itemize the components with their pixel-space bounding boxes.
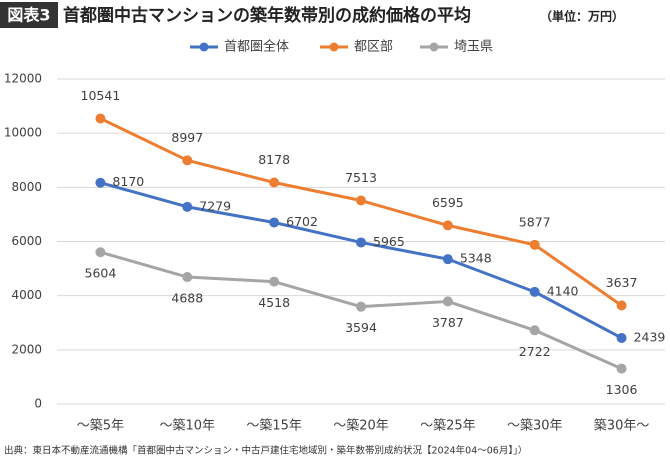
- y-tick-label: 6000: [11, 234, 42, 248]
- data-point: [442, 296, 453, 307]
- data-label: 5348: [460, 251, 492, 266]
- legend-label: 首都圏全体: [224, 39, 289, 55]
- data-point: [616, 363, 627, 374]
- data-point: [269, 217, 280, 228]
- legend-marker: [329, 42, 339, 52]
- data-label: 8997: [171, 130, 203, 145]
- data-point: [442, 220, 453, 231]
- x-tick-label: 築30年～: [594, 419, 650, 434]
- data-label: 2439: [634, 329, 666, 344]
- data-point: [616, 300, 627, 311]
- legend-marker: [429, 42, 439, 52]
- data-point: [182, 155, 193, 166]
- y-tick-label: 0: [34, 397, 42, 411]
- data-point: [529, 239, 540, 250]
- data-point: [529, 325, 540, 336]
- data-point: [442, 254, 453, 265]
- data-point: [269, 177, 280, 188]
- x-tick-label: ～築15年: [246, 419, 302, 434]
- data-point: [95, 113, 106, 124]
- x-tick-label: ～築30年: [507, 419, 563, 434]
- y-tick-label: 4000: [11, 288, 42, 302]
- data-label: 1306: [606, 382, 638, 397]
- x-tick-label: ～築20年: [333, 419, 389, 434]
- data-point: [95, 177, 106, 188]
- badge-bg: [0, 2, 58, 28]
- data-point: [616, 332, 627, 343]
- data-point: [356, 195, 366, 206]
- data-label: 5965: [373, 234, 405, 249]
- data-point: [95, 247, 106, 258]
- data-point: [182, 272, 193, 283]
- data-point: [182, 201, 193, 212]
- x-tick-label: ～築10年: [160, 419, 216, 434]
- data-label: 10541: [81, 88, 121, 103]
- data-label: 4518: [258, 295, 290, 310]
- series-line: [99, 117, 623, 307]
- data-label: 5877: [519, 214, 551, 229]
- series-line: [100, 181, 623, 340]
- data-label: 4688: [171, 291, 203, 306]
- y-tick-label: 12000: [4, 72, 42, 86]
- data-label: 6595: [432, 195, 464, 210]
- source: 出典：東日本不動産流通機構「首都圏中古マンション・中古戸建住宅地域別・築年数帯別…: [4, 445, 527, 457]
- chart-title: 首都圏中古マンションの築年数帯別の成約価格の平均: [63, 5, 471, 26]
- data-point: [529, 286, 540, 297]
- y-tick-label: 8000: [11, 180, 42, 194]
- chart-subtitle: （単位：万円）: [540, 9, 624, 24]
- x-tick-label: ～築5年: [77, 419, 124, 434]
- legend-label: 都区部: [354, 40, 393, 55]
- data-point: [356, 237, 366, 248]
- data-point: [269, 276, 280, 287]
- data-label: 3787: [432, 315, 464, 330]
- data-label: 3594: [345, 320, 377, 335]
- data-label: 4140: [547, 283, 579, 298]
- legend-marker: [199, 42, 209, 52]
- y-tick-label: 2000: [11, 342, 42, 356]
- legend-label: 埼玉県: [454, 40, 493, 55]
- y-tick-label: 10000: [4, 126, 42, 140]
- data-point: [356, 301, 366, 312]
- data-label: 7513: [345, 170, 377, 185]
- data-label: 8170: [112, 174, 144, 189]
- data-label: 3637: [606, 275, 638, 290]
- data-label: 7279: [199, 198, 231, 213]
- x-tick-label: ～築25年: [420, 419, 476, 434]
- data-label: 5604: [85, 266, 117, 281]
- data-label: 2722: [519, 344, 551, 359]
- data-label: 8178: [258, 152, 290, 167]
- data-label: 6702: [286, 214, 318, 229]
- badge: 図表3: [7, 6, 50, 25]
